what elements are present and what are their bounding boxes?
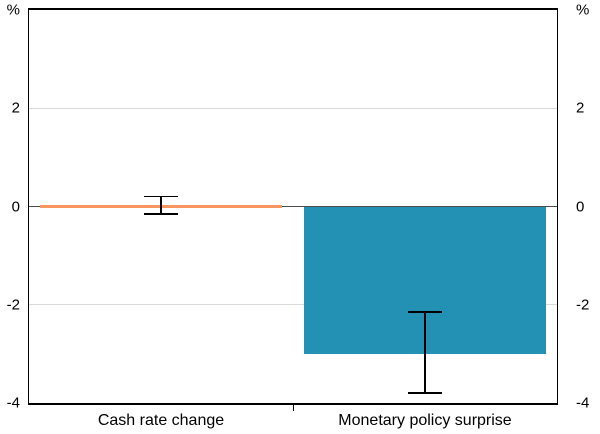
plot-area — [28, 8, 558, 405]
category-label-monetary-policy-surprise: Monetary policy surprise — [338, 412, 512, 429]
y-tick-label-left--2: -2 — [6, 296, 20, 314]
y-tick-label-right-2: 2 — [576, 99, 585, 117]
zero-line — [29, 206, 557, 207]
y-tick-label-right--: % — [576, 1, 590, 19]
error-bar-cap-top-monetary-policy-surprise — [408, 311, 442, 313]
error-bar-cap-bottom-monetary-policy-surprise — [408, 392, 442, 394]
y-tick-label-left--: % — [6, 1, 20, 19]
error-bar-stem-monetary-policy-surprise — [424, 312, 426, 394]
category-label-cash-rate-change: Cash rate change — [97, 412, 225, 429]
y-tick-label-right-0: 0 — [576, 198, 585, 215]
y-tick-label-left-2: 2 — [11, 99, 20, 117]
y-axis-labels-right: % 2 0 -2 -4 — [576, 0, 600, 434]
gridline-2 — [29, 107, 557, 109]
y-tick-label-left-0: 0 — [11, 198, 20, 215]
gridline--2 — [29, 304, 557, 306]
y-tick-label-right--4: -4 — [576, 394, 590, 412]
error-bar-cap-bottom-cash-rate-change — [144, 213, 178, 215]
error-bar-cap-top-cash-rate-change — [144, 195, 178, 198]
x-axis-divider-tick — [292, 404, 294, 411]
y-tick-label-left--4: -4 — [6, 394, 20, 412]
y-axis-labels-left: % 2 0 -2 -4 — [0, 0, 21, 434]
y-tick-label-right--2: -2 — [576, 296, 590, 314]
error-bar-stem-cash-rate-change — [160, 196, 162, 214]
